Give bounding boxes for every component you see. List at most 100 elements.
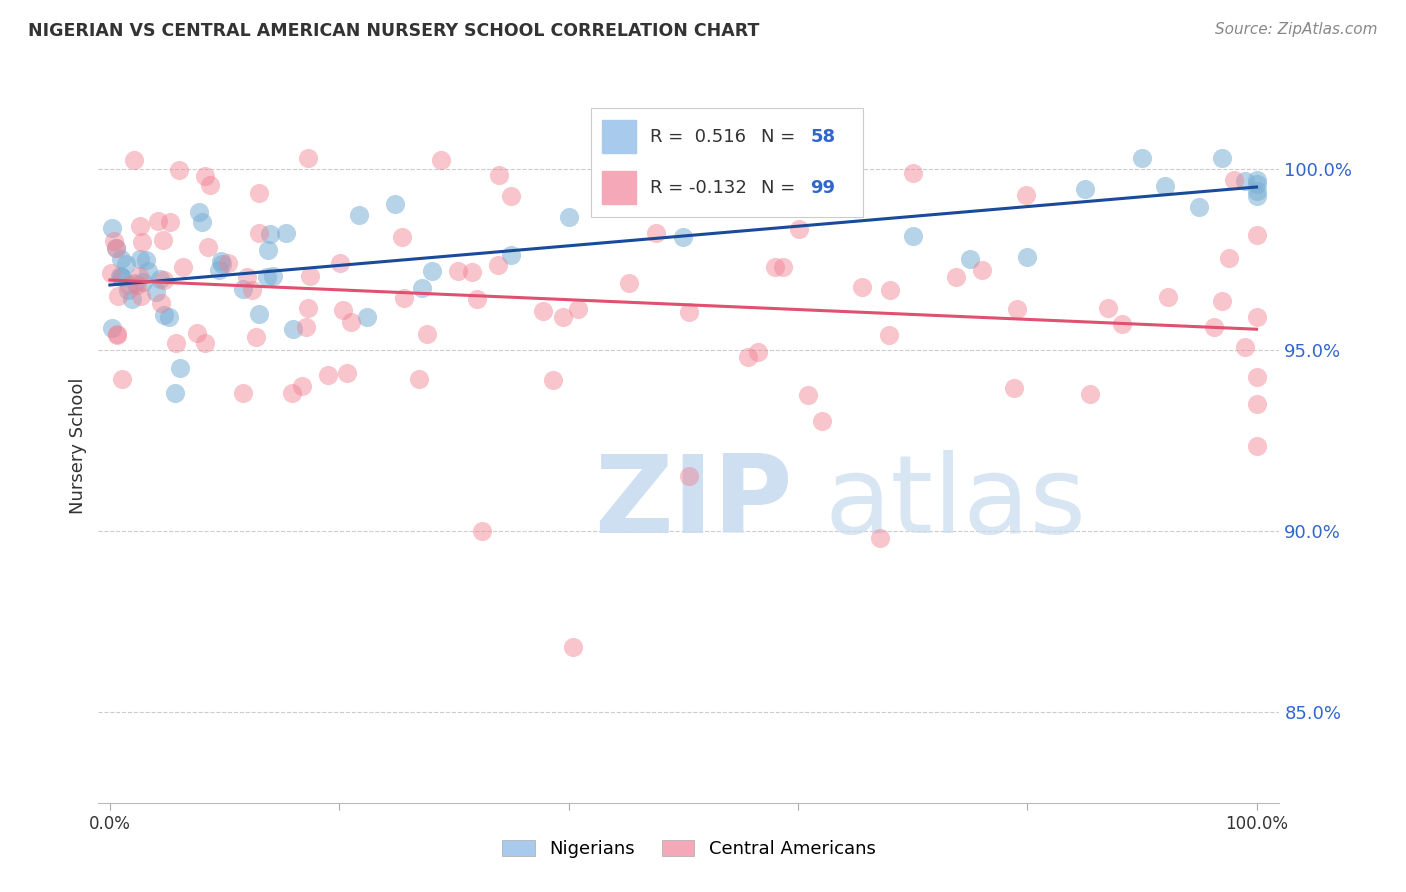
- Point: [100, 266, 122, 280]
- Point: [461, 265, 484, 279]
- Point: [447, 263, 470, 277]
- Point: [420, 264, 443, 278]
- Point: [1234, 340, 1257, 354]
- Point: [208, 263, 231, 277]
- Point: [135, 253, 157, 268]
- Point: [118, 277, 141, 292]
- Point: [190, 215, 212, 229]
- Point: [336, 366, 359, 380]
- Text: 58: 58: [811, 128, 835, 146]
- Point: [274, 226, 297, 240]
- Point: [197, 239, 219, 253]
- Point: [297, 151, 319, 165]
- Point: [149, 271, 172, 285]
- Point: [356, 310, 378, 325]
- Point: [194, 336, 217, 351]
- Y-axis label: Nursery School: Nursery School: [69, 377, 87, 515]
- Point: [567, 301, 589, 316]
- Point: [152, 233, 174, 247]
- Point: [149, 296, 172, 310]
- Point: [1097, 301, 1119, 315]
- Point: [247, 226, 270, 240]
- Point: [209, 253, 232, 268]
- Point: [901, 229, 924, 244]
- Point: [172, 260, 194, 274]
- Point: [111, 372, 134, 386]
- Point: [562, 640, 585, 654]
- Point: [236, 270, 259, 285]
- Text: R = -0.132: R = -0.132: [650, 178, 747, 197]
- Point: [869, 532, 891, 546]
- Point: [115, 257, 138, 271]
- Point: [1015, 187, 1038, 202]
- Point: [1246, 177, 1268, 191]
- FancyBboxPatch shape: [602, 120, 636, 153]
- Point: [1218, 251, 1240, 265]
- Point: [531, 303, 554, 318]
- Point: [105, 241, 128, 255]
- Point: [105, 241, 128, 255]
- Point: [1002, 381, 1025, 395]
- Point: [138, 264, 160, 278]
- Point: [877, 328, 900, 343]
- Point: [125, 277, 148, 292]
- Point: [1211, 151, 1233, 165]
- Point: [1246, 227, 1268, 242]
- Point: [240, 283, 263, 297]
- Point: [256, 270, 278, 285]
- Text: NIGERIAN VS CENTRAL AMERICAN NURSERY SCHOOL CORRELATION CHART: NIGERIAN VS CENTRAL AMERICAN NURSERY SCH…: [28, 22, 759, 40]
- Point: [1246, 397, 1268, 411]
- Point: [153, 272, 176, 286]
- Point: [970, 263, 993, 277]
- Point: [245, 330, 267, 344]
- Text: R =  0.516: R = 0.516: [650, 128, 745, 146]
- Point: [737, 351, 759, 365]
- Text: N =: N =: [761, 178, 800, 197]
- Point: [1246, 439, 1268, 453]
- Point: [392, 291, 415, 305]
- Point: [744, 151, 766, 165]
- Point: [217, 255, 239, 269]
- Point: [108, 268, 131, 283]
- Point: [169, 361, 191, 376]
- Point: [105, 327, 128, 342]
- Point: [257, 243, 280, 257]
- Point: [553, 310, 575, 324]
- Point: [146, 214, 169, 228]
- Point: [1246, 184, 1268, 198]
- Point: [157, 310, 180, 325]
- Point: [763, 260, 786, 274]
- Point: [1246, 189, 1268, 203]
- Point: [1005, 302, 1028, 317]
- Point: [124, 153, 146, 168]
- Point: [294, 320, 316, 334]
- Point: [486, 258, 509, 272]
- Point: [408, 372, 430, 386]
- Point: [186, 326, 208, 340]
- Point: [153, 309, 176, 323]
- Point: [1211, 293, 1233, 308]
- Point: [132, 275, 155, 289]
- Point: [129, 219, 152, 233]
- Point: [1153, 179, 1175, 194]
- Point: [772, 260, 794, 274]
- Point: [111, 269, 134, 284]
- Point: [384, 197, 406, 211]
- Point: [291, 378, 314, 392]
- FancyBboxPatch shape: [592, 108, 863, 217]
- Point: [117, 283, 139, 297]
- Point: [1246, 369, 1268, 384]
- Legend: Nigerians, Central Americans: Nigerians, Central Americans: [495, 832, 883, 865]
- Point: [1017, 251, 1039, 265]
- Point: [200, 178, 222, 193]
- Point: [187, 204, 209, 219]
- Text: ZIP: ZIP: [595, 450, 793, 556]
- Point: [1202, 320, 1225, 334]
- Point: [959, 252, 981, 267]
- Point: [1078, 386, 1101, 401]
- Point: [901, 165, 924, 179]
- Point: [110, 252, 132, 267]
- Point: [329, 256, 352, 270]
- Point: [645, 226, 668, 240]
- Point: [163, 386, 186, 401]
